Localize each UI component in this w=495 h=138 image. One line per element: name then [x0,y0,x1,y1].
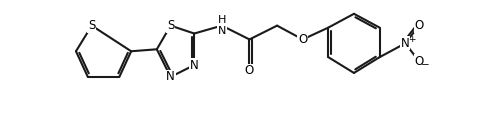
Text: S: S [167,19,174,32]
Text: N: N [401,37,409,50]
Text: O: O [414,19,424,32]
Text: H
N: H N [218,15,226,36]
Text: O: O [414,55,424,68]
Text: O: O [298,33,307,46]
Text: N: N [190,59,198,72]
Text: O: O [245,64,254,77]
Text: −: − [421,60,430,70]
Text: N: N [166,70,175,83]
Text: S: S [88,19,96,32]
Text: +: + [408,35,415,44]
